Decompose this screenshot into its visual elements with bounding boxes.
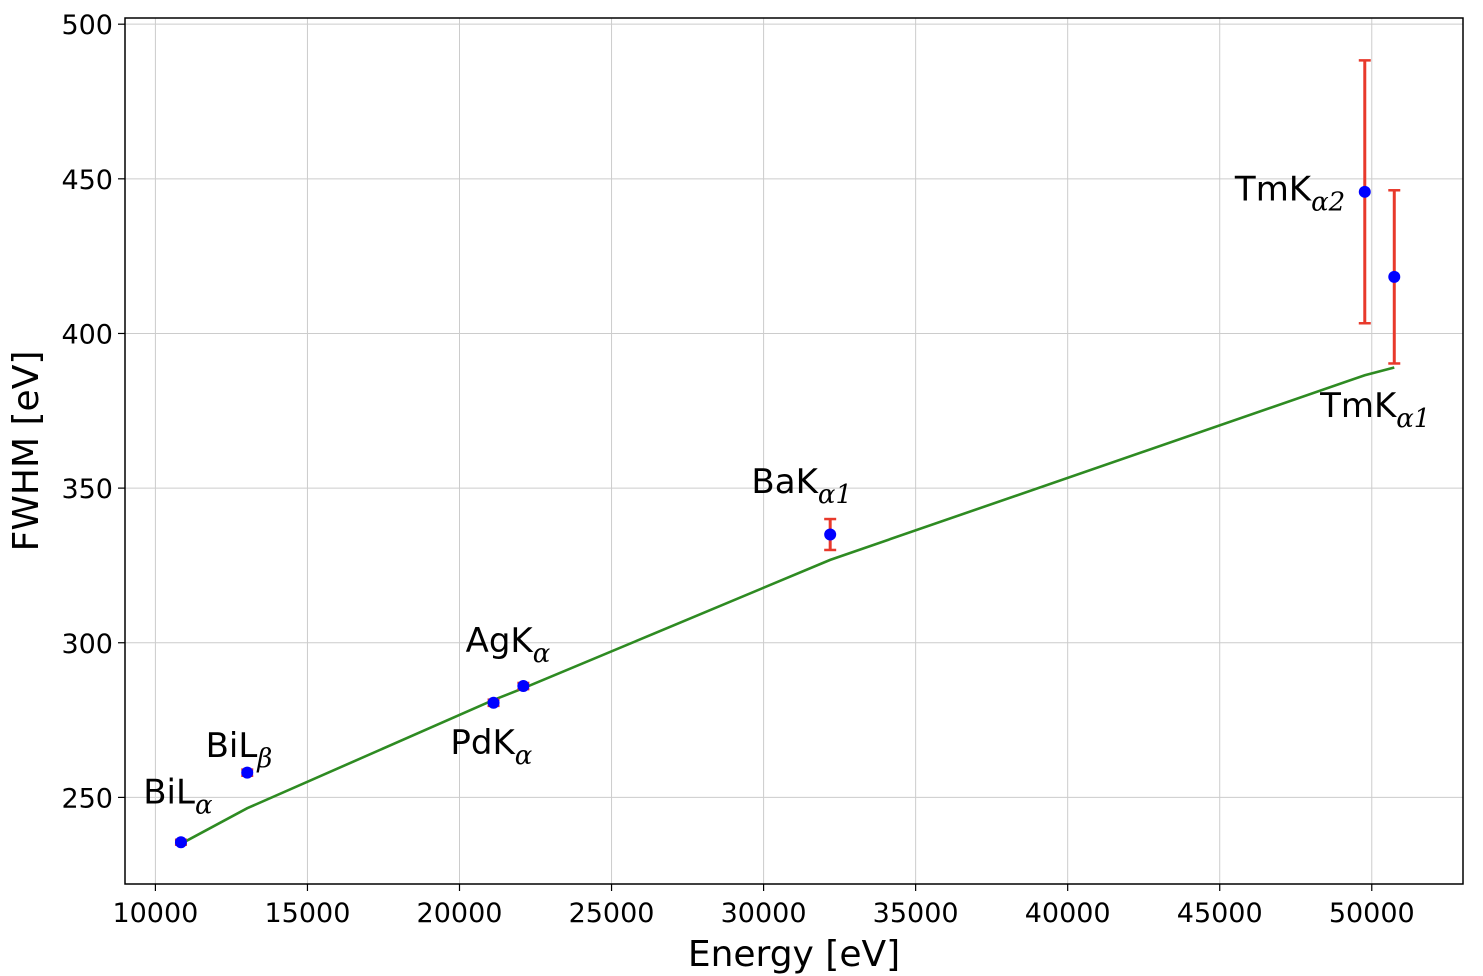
x-tick-label: 25000: [569, 898, 655, 929]
data-point: [174, 836, 187, 849]
y-tick-label: 500: [61, 10, 113, 41]
data-point: [1358, 185, 1371, 198]
point-annotation: BiLβ: [206, 726, 273, 774]
error-bars: [174, 59, 1401, 846]
point-annotation: TmKα1: [1319, 386, 1430, 434]
fit-line-layer: [180, 366, 1395, 845]
x-tick-label: 45000: [1177, 898, 1263, 929]
y-tick-label: 250: [61, 783, 113, 814]
annotation-main: BaK: [751, 462, 819, 502]
x-axis-title: Energy [eV]: [688, 934, 900, 975]
data-point: [241, 766, 254, 779]
fit-line: [180, 366, 1395, 845]
annotation-subscript: α1: [818, 480, 852, 510]
x-tick-label: 40000: [1025, 898, 1111, 929]
data-points: [174, 185, 1401, 849]
annotation-main: BiL: [206, 726, 258, 766]
y-tick-label: 350: [61, 474, 113, 505]
point-annotation: AgKα: [466, 621, 551, 669]
annotation-subscript: α2: [1311, 187, 1345, 217]
x-tick-label: 30000: [721, 898, 807, 929]
grid: [125, 18, 1463, 884]
plot-frame: [124, 17, 1464, 885]
y-axis-title: FWHM [eV]: [6, 351, 47, 552]
annotation-subscript: α: [515, 741, 533, 771]
y-tick-label: 300: [61, 629, 113, 660]
x-tick-label: 20000: [417, 898, 503, 929]
data-point: [487, 696, 500, 709]
annotation-main: BiL: [143, 773, 195, 813]
x-tick-label: 50000: [1329, 898, 1415, 929]
y-tick-label: 450: [61, 165, 113, 196]
annotation-main: TmK: [1319, 386, 1398, 426]
annotation-main: TmK: [1234, 169, 1313, 209]
annotation-main: PdK: [450, 723, 516, 763]
data-point: [824, 528, 837, 541]
x-tick-label: 35000: [873, 898, 959, 929]
point-annotation: PdKα: [450, 723, 532, 771]
annotation-subscript: β: [256, 744, 272, 774]
annotation-subscript: α: [533, 639, 551, 669]
data-point: [1388, 270, 1401, 283]
x-tick-label: 10000: [112, 898, 198, 929]
annotation-subscript: α1: [1396, 404, 1430, 434]
data-point: [517, 680, 530, 693]
point-annotation: BaKα1: [751, 462, 852, 510]
point-annotation: TmKα2: [1234, 169, 1345, 217]
point-annotation: BiLα: [143, 773, 213, 821]
y-tick-label: 400: [61, 319, 113, 350]
annotation-subscript: α: [195, 791, 213, 821]
axis-ticks: 10000 15000 20000 25000 30000 35000 40000 45000…: [61, 10, 1414, 929]
annotation-main: AgK: [466, 621, 535, 661]
x-tick-label: 15000: [265, 898, 351, 929]
